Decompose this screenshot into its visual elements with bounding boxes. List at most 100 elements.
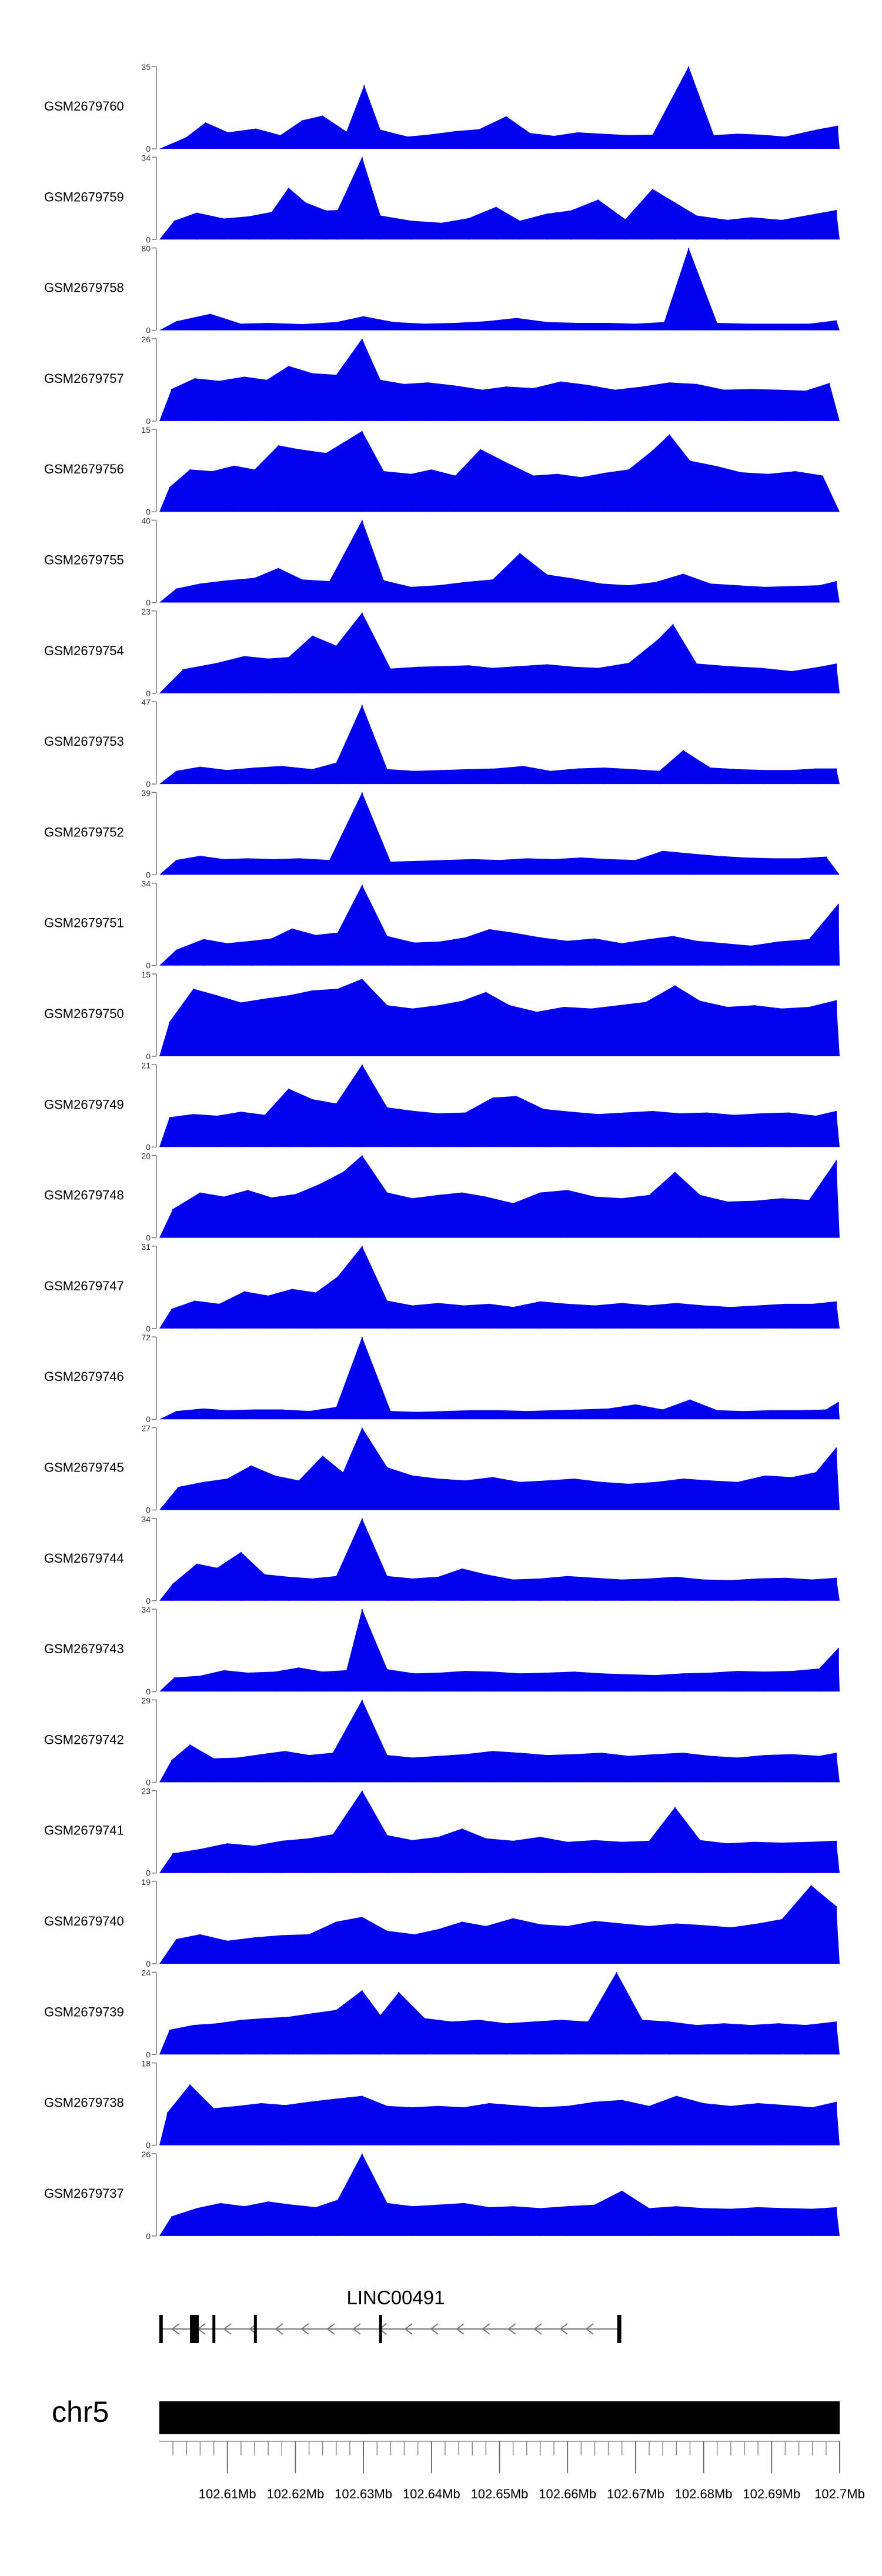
track-label: GSM2679759 <box>44 189 124 204</box>
track-label: GSM2679743 <box>44 1641 124 1656</box>
coverage-area <box>159 431 840 512</box>
track-GSM2679759: GSM2679759 34 0 <box>44 153 840 244</box>
y-min-label: 0 <box>146 1142 151 1152</box>
y-min-label: 0 <box>146 235 151 244</box>
y-max-label: 26 <box>141 335 151 344</box>
track-GSM2679737: GSM2679737 26 0 <box>44 2150 840 2241</box>
gene-track: LINC00491 <box>159 2287 622 2343</box>
coverage-area <box>159 705 840 785</box>
coverage-area <box>159 1427 840 1510</box>
y-max-label: 39 <box>141 788 151 798</box>
strand-arrow <box>352 2323 361 2335</box>
y-min-label: 0 <box>146 1868 151 1878</box>
gene-exon <box>212 2315 216 2343</box>
track-label: GSM2679739 <box>44 2004 124 2019</box>
y-max-label: 72 <box>141 1333 151 1342</box>
genome-axis: 102.61Mb 102.62Mb 102.63Mb 102.64Mb 102.65Mb… <box>159 2441 865 2501</box>
y-max-label: 34 <box>141 1514 151 1524</box>
y-min-label: 0 <box>146 1233 151 1243</box>
track-GSM2679747: GSM2679747 31 0 <box>44 1242 840 1333</box>
track-label: GSM2679746 <box>44 1369 124 1384</box>
coverage-area <box>159 66 840 149</box>
gene-label: LINC00491 <box>347 2287 445 2308</box>
strand-arrow <box>404 2323 413 2335</box>
strand-arrow <box>430 2323 439 2335</box>
coverage-area <box>159 792 840 875</box>
y-min-label: 0 <box>146 144 151 154</box>
y-max-label: 40 <box>141 516 151 526</box>
y-max-label: 23 <box>141 607 151 616</box>
tick-label: 102.63Mb <box>335 2487 392 2501</box>
y-max-label: 35 <box>141 62 151 72</box>
y-min-label: 0 <box>146 2141 151 2150</box>
coverage-area <box>159 1518 840 1601</box>
track-label: GSM2679748 <box>44 1188 124 1203</box>
y-min-label: 0 <box>146 507 151 516</box>
y-max-label: 20 <box>141 1152 151 1161</box>
track-label: GSM2679737 <box>44 2186 124 2201</box>
track-GSM2679757: GSM2679757 26 0 <box>44 335 840 426</box>
chromosome-label: chr5 <box>52 2395 109 2428</box>
strand-arrow <box>300 2323 309 2335</box>
gene-exon <box>159 2315 163 2343</box>
coverage-area <box>159 1790 840 1873</box>
track-label: GSM2679747 <box>44 1279 124 1293</box>
strand-arrow <box>507 2323 516 2335</box>
track-GSM2679739: GSM2679739 24 0 <box>44 1968 840 2059</box>
y-min-label: 0 <box>146 1596 151 1606</box>
track-label: GSM2679749 <box>44 1097 124 1112</box>
track-GSM2679751: GSM2679751 34 0 <box>44 879 840 970</box>
track-GSM2679760: GSM2679760 35 0 <box>44 62 840 154</box>
track-GSM2679750: GSM2679750 15 0 <box>44 970 840 1061</box>
tick-label: 102.61Mb <box>199 2487 256 2501</box>
y-min-label: 0 <box>146 961 151 970</box>
y-min-label: 0 <box>146 689 151 698</box>
y-max-label: 19 <box>141 1877 151 1887</box>
strand-arrow <box>456 2323 465 2335</box>
tick-label: 102.64Mb <box>403 2487 460 2501</box>
y-max-label: 21 <box>141 1060 151 1070</box>
track-GSM2679754: GSM2679754 23 0 <box>44 607 840 698</box>
track-label: GSM2679760 <box>44 99 124 114</box>
coverage-area <box>159 1065 840 1147</box>
y-max-label: 34 <box>141 879 151 889</box>
track-label: GSM2679745 <box>44 1460 124 1475</box>
y-max-label: 31 <box>141 1242 151 1252</box>
track-label: GSM2679741 <box>44 1823 124 1838</box>
coverage-area <box>159 338 840 421</box>
y-max-label: 15 <box>141 970 151 979</box>
y-min-label: 0 <box>146 416 151 426</box>
gene-exon <box>253 2315 257 2343</box>
coverage-area <box>159 612 840 693</box>
y-min-label: 0 <box>146 870 151 879</box>
strand-arrow <box>171 2323 180 2335</box>
coverage-area <box>159 2084 840 2145</box>
track-label: GSM2679753 <box>44 734 124 749</box>
track-label: GSM2679752 <box>44 825 124 839</box>
gene-exon <box>190 2315 199 2343</box>
strand-arrow <box>559 2323 568 2335</box>
coverage-area <box>159 2153 840 2236</box>
track-label: GSM2679738 <box>44 2095 124 2110</box>
track-label: GSM2679740 <box>44 1914 124 1928</box>
y-max-label: 47 <box>141 698 151 707</box>
track-GSM2679748: GSM2679748 20 0 <box>44 1152 840 1243</box>
track-GSM2679756: GSM2679756 15 0 <box>44 425 840 516</box>
coverage-area <box>159 1700 840 1783</box>
track-GSM2679741: GSM2679741 23 0 <box>44 1787 840 1878</box>
track-GSM2679743: GSM2679743 34 0 <box>44 1605 840 1696</box>
tick-label: 102.62Mb <box>266 2487 324 2501</box>
track-GSM2679755: GSM2679755 40 0 <box>44 516 840 608</box>
track-GSM2679744: GSM2679744 34 0 <box>44 1514 840 1606</box>
coverage-area <box>159 1155 840 1238</box>
track-label: GSM2679742 <box>44 1732 124 1747</box>
y-min-label: 0 <box>146 1687 151 1696</box>
track-GSM2679746: GSM2679746 72 0 <box>44 1333 840 1424</box>
track-GSM2679753: GSM2679753 47 0 <box>44 698 840 789</box>
y-max-label: 23 <box>141 1787 151 1796</box>
y-min-label: 0 <box>146 1414 151 1424</box>
track-GSM2679738: GSM2679738 18 0 <box>44 2059 840 2150</box>
coverage-tracks: GSM2679760350GSM2679759340GSM2679758800G… <box>44 62 840 2241</box>
y-max-label: 34 <box>141 153 151 162</box>
